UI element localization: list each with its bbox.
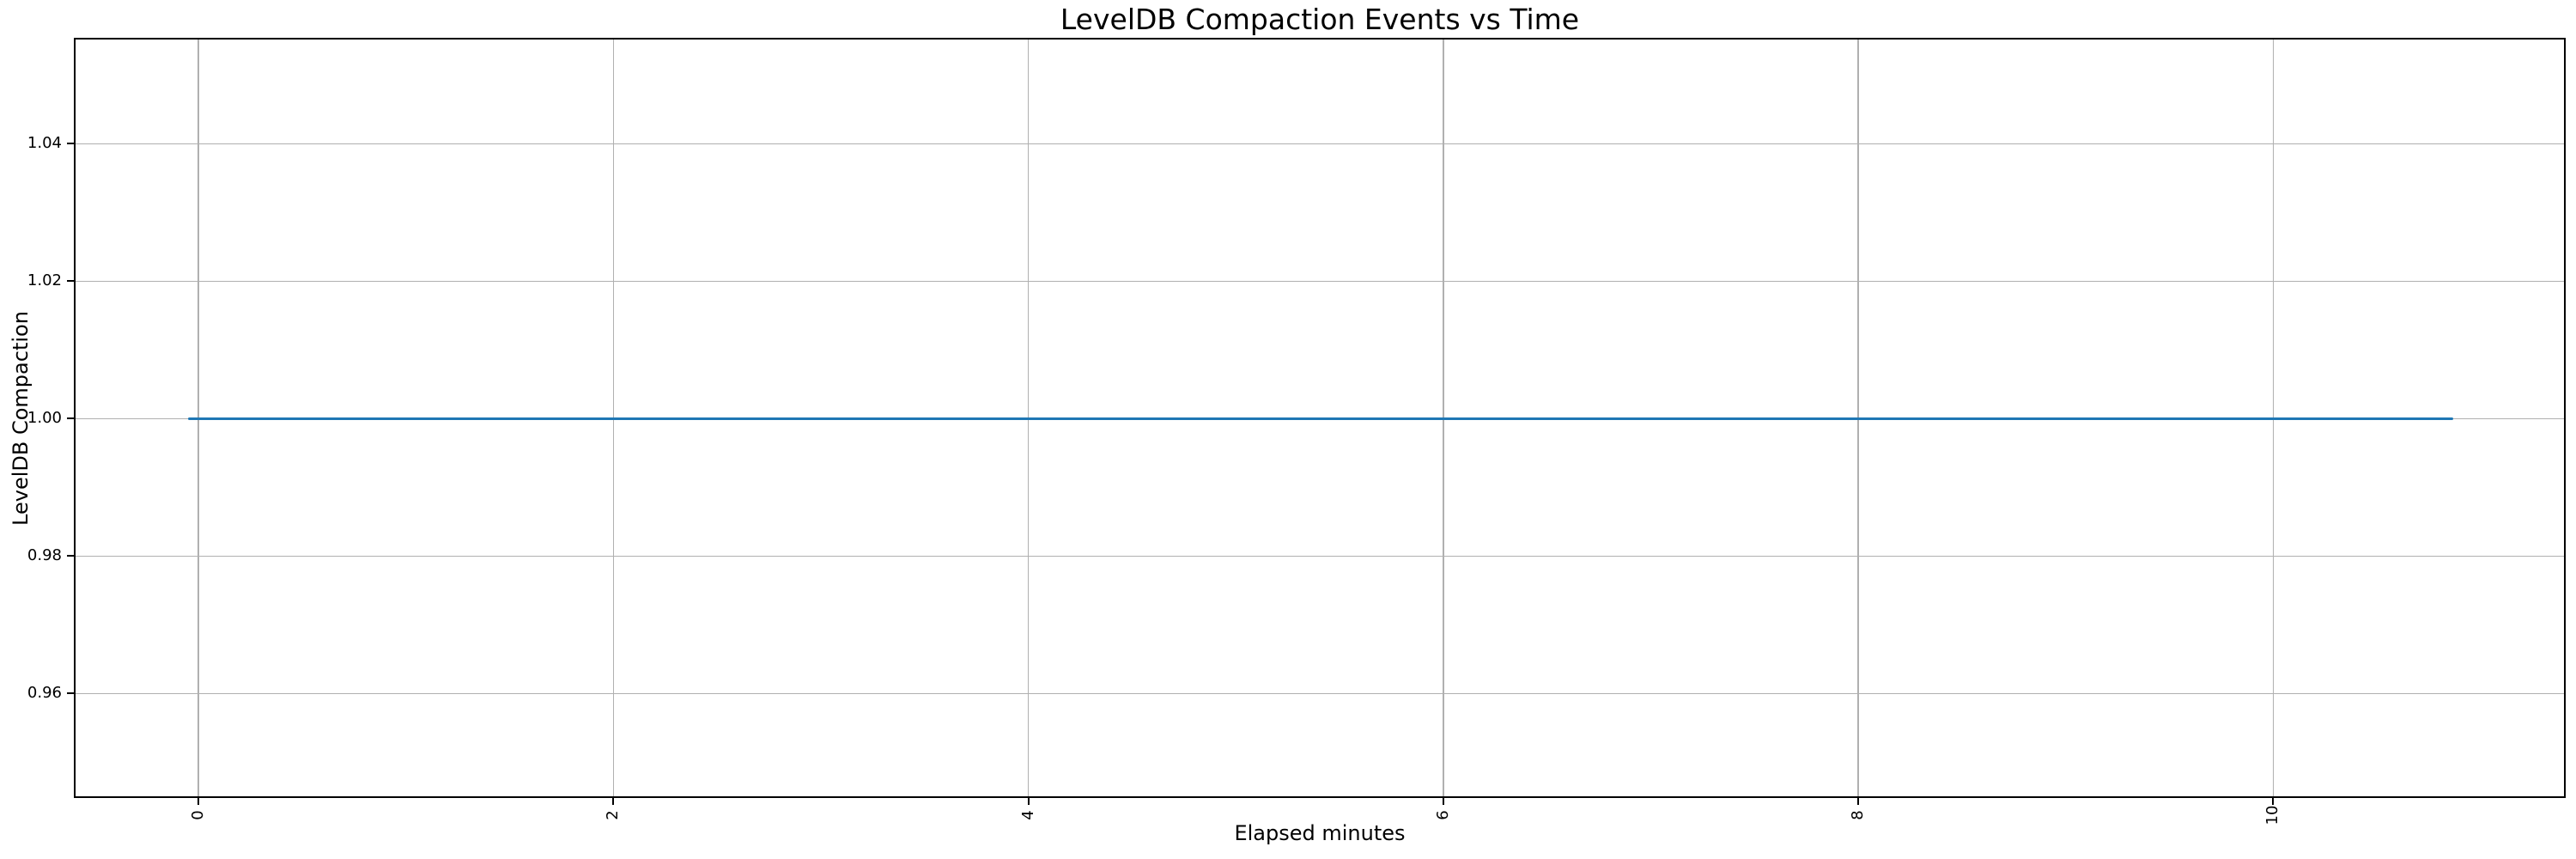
x-tick-mark [197, 798, 199, 805]
x-axis-label: Elapsed minutes [1234, 821, 1406, 845]
chart-title: LevelDB Compaction Events vs Time [1060, 3, 1580, 36]
y-tick-mark [67, 143, 74, 145]
plot-area-spines [74, 38, 2566, 798]
y-tick-label: 1.04 [27, 134, 62, 153]
y-tick-mark [67, 692, 74, 695]
x-tick-label: 8 [1849, 810, 1867, 820]
x-tick-mark [1857, 798, 1859, 805]
y-gridline [74, 280, 2566, 282]
y-gridline [74, 555, 2566, 557]
x-tick-label: 4 [1018, 810, 1037, 820]
y-axis-label: LevelDB Compaction [9, 310, 33, 526]
series-line [187, 417, 2454, 420]
y-tick-mark [67, 555, 74, 557]
y-tick-label: 0.96 [27, 684, 62, 703]
x-tick-label: 10 [2263, 805, 2282, 825]
y-gridline [74, 143, 2566, 144]
y-gridline [74, 692, 2566, 695]
x-tick-mark [1442, 798, 1444, 805]
x-tick-label: 2 [604, 810, 623, 820]
x-tick-mark [2272, 798, 2275, 805]
y-tick-label: 0.98 [27, 546, 62, 565]
y-tick-mark [67, 417, 74, 420]
y-tick-label: 1.00 [27, 409, 62, 428]
x-tick-mark [1027, 798, 1030, 805]
x-tick-mark [612, 798, 615, 805]
x-tick-label: 0 [189, 810, 207, 820]
y-tick-mark [67, 280, 74, 283]
y-tick-label: 1.02 [27, 271, 62, 290]
